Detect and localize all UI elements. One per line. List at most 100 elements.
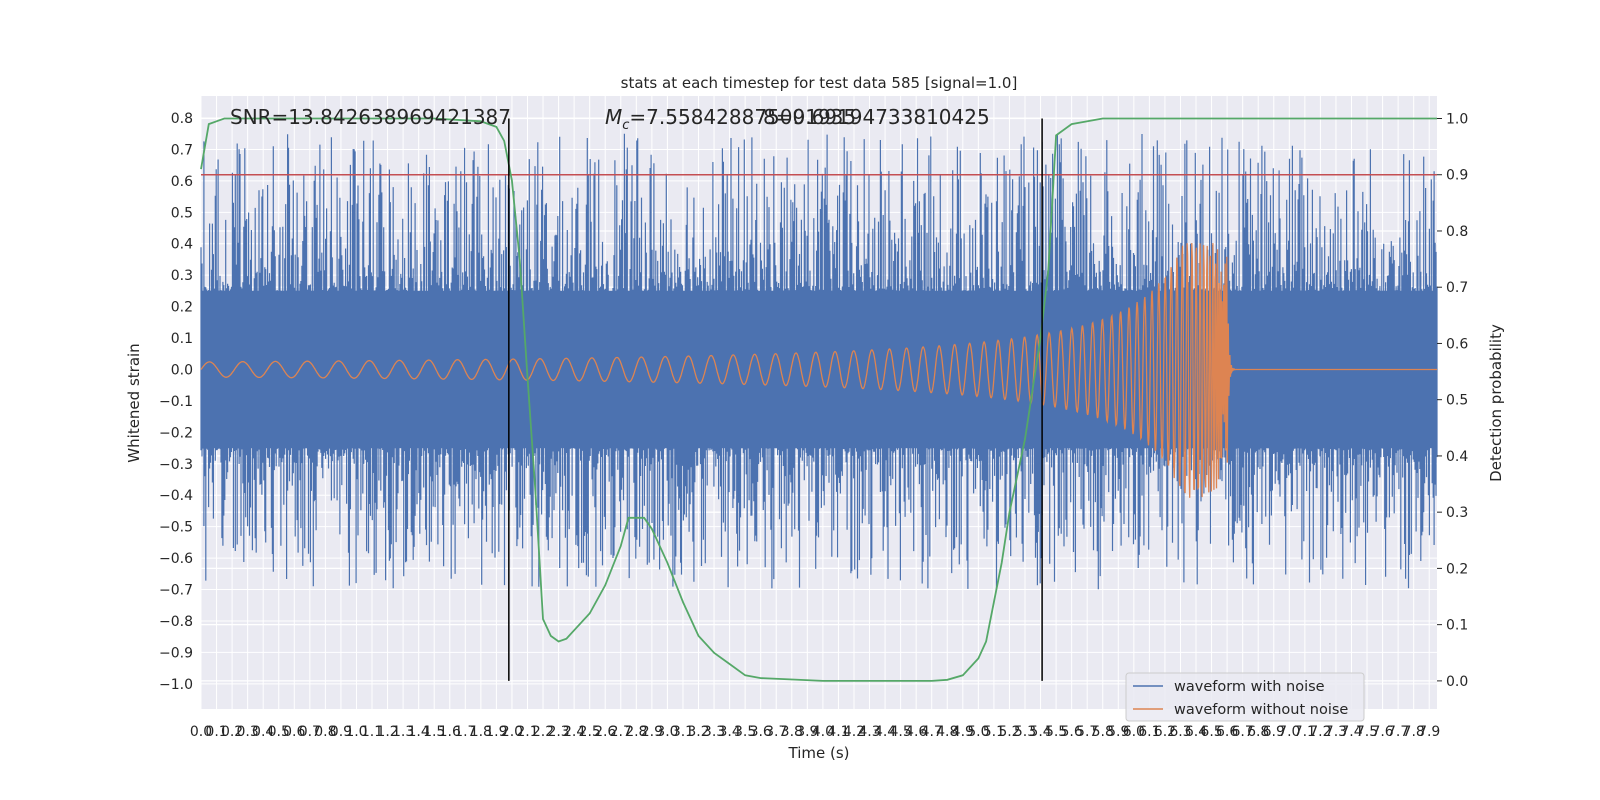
x-tick-label: 2.2 (532, 724, 554, 740)
x-tick-label: 7.6 (1371, 724, 1393, 740)
x-tick-label: 0.0 (190, 724, 212, 740)
x-tick-label: 6.6 (1216, 724, 1238, 740)
x-tick-label: 3.8 (781, 724, 803, 740)
x-tick-label: 4.6 (905, 724, 927, 740)
x-tick-label: 3.4 (718, 724, 740, 740)
x-tick-label: 0.2 (221, 724, 243, 740)
x-tick-label: 0.3 (237, 724, 259, 740)
x-tick-label: 6.2 (1154, 724, 1176, 740)
x-tick-label: 4.8 (936, 724, 958, 740)
x-tick-label: 7.3 (1325, 724, 1347, 740)
legend: waveform with noise waveform without noi… (1125, 672, 1365, 722)
x-tick-label: 6.8 (1247, 724, 1269, 740)
x-tick-label: 5.7 (1076, 724, 1098, 740)
x-tick-label: 0.8 (314, 724, 336, 740)
x-tick-label: 5.2 (998, 724, 1020, 740)
y-tick-label: 0.8 (171, 111, 193, 127)
x-tick-label: 6.1 (1138, 724, 1160, 740)
x-tick-label: 4.0 (812, 724, 834, 740)
x-tick-label: 4.1 (827, 724, 849, 740)
y2-tick-label: 1.0 (1446, 111, 1468, 127)
y-tick-label: −0.2 (159, 425, 193, 441)
y2-tick-label: 0.5 (1446, 393, 1468, 409)
y2-axis-label: Detection probability (1487, 324, 1505, 482)
y-tick-label: −0.6 (159, 551, 193, 567)
x-tick-labels: 0.00.10.20.30.40.50.60.70.80.91.01.11.21… (190, 724, 1440, 740)
chirp-mass-symbol: M (605, 105, 622, 129)
x-tick-label: 2.6 (594, 724, 616, 740)
y-tick-label: −0.3 (159, 457, 193, 473)
y-tick-label: −1.0 (159, 677, 193, 693)
x-tick-label: 1.0 (345, 724, 367, 740)
x-tick-label: 4.4 (874, 724, 896, 740)
x-tick-label: 6.0 (1123, 724, 1145, 740)
x-tick-label: 2.7 (610, 724, 632, 740)
x-tick-label: 0.5 (268, 724, 290, 740)
x-tick-label: 5.1 (983, 724, 1005, 740)
x-tick-label: 5.0 (967, 724, 989, 740)
x-tick-label: 0.7 (299, 724, 321, 740)
x-tick-label: 4.9 (952, 724, 974, 740)
x-tick-label: 3.9 (796, 724, 818, 740)
y-tick-label: −0.1 (159, 394, 193, 410)
x-tick-label: 6.5 (1200, 724, 1222, 740)
y2-tick-label: 0.6 (1446, 336, 1468, 352)
legend-box (1125, 672, 1365, 722)
noise-spikes (200, 133, 1438, 590)
y2-tick-label: 0.8 (1446, 224, 1468, 240)
y-tick-label: 0.0 (171, 362, 193, 378)
x-tick-label: 1.1 (361, 724, 383, 740)
x-tick-label: 5.3 (1014, 724, 1036, 740)
y-tick-label: 0.6 (171, 174, 193, 190)
x-tick-label: 1.5 (423, 724, 445, 740)
x-tick-label: 3.0 (656, 724, 678, 740)
x-tick-label: 3.5 (734, 724, 756, 740)
x-tick-label: 0.4 (252, 724, 274, 740)
x-tick-label: 6.9 (1263, 724, 1285, 740)
x-tick-label: 3.7 (765, 724, 787, 740)
chirp-mass-annotation: Mc=7.558428875091935 (605, 105, 856, 133)
y-tick-label: 0.7 (171, 142, 193, 158)
legend-label-signal: waveform without noise (1174, 702, 1348, 718)
y-tick-label: 0.2 (171, 300, 193, 316)
x-tick-label: 0.6 (283, 724, 305, 740)
x-tick-label: 2.0 (501, 724, 523, 740)
x-tick-label: 1.2 (376, 724, 398, 740)
y2-tick-label: 0.9 (1446, 168, 1468, 184)
x-tick-label: 5.4 (1029, 724, 1051, 740)
y-tick-label: −0.8 (159, 614, 193, 630)
x-tick-label: 4.3 (858, 724, 880, 740)
x-tick-label: 5.5 (1045, 724, 1067, 740)
snr-annotation: SNR=13.842638969421387 (230, 105, 511, 129)
y2-tick-label: 0.2 (1446, 561, 1468, 577)
x-tick-label: 7.9 (1418, 724, 1440, 740)
x-tick-label: 3.2 (687, 724, 709, 740)
y-tick-label: −0.5 (159, 520, 193, 536)
x-tick-label: 3.6 (750, 724, 772, 740)
y-tick-label: 0.1 (171, 331, 193, 347)
x-tick-label: 1.6 (439, 724, 461, 740)
x-tick-label: 1.3 (392, 724, 414, 740)
chirp-mass-subscript: c (622, 118, 629, 133)
detection-window-lines (508, 118, 1043, 681)
x-tick-label: 4.2 (843, 724, 865, 740)
x-tick-label: 3.3 (703, 724, 725, 740)
x-tick-label: 1.9 (485, 724, 507, 740)
y2-tick-label: 0.7 (1446, 280, 1468, 296)
series-waveform-without-noise (200, 242, 1437, 498)
x-tick-label: 0.9 (330, 724, 352, 740)
x-tick-label: 7.7 (1387, 724, 1409, 740)
x-tick-label: 6.3 (1169, 724, 1191, 740)
y2-tick-label: 0.3 (1446, 505, 1468, 521)
y-tick-label: −0.4 (159, 488, 193, 504)
chirp-mass-value: =7.558428875091935 (629, 105, 856, 129)
x-axis-label: Time (s) (788, 744, 850, 762)
y-axis-label: Whitened strain (125, 343, 143, 462)
x-tick-label: 2.5 (579, 724, 601, 740)
x-tick-label: 7.1 (1294, 724, 1316, 740)
y2-tick-labels: 1.0 0.9 0.8 0.7 0.6 0.5 0.4 0.3 0.2 0.1 0.0 (1437, 111, 1468, 690)
x-tick-label: 2.4 (563, 724, 585, 740)
x-tick-label: 2.9 (641, 724, 663, 740)
x-tick-label: 5.8 (1092, 724, 1114, 740)
legend-label-noise: waveform with noise (1174, 679, 1325, 695)
